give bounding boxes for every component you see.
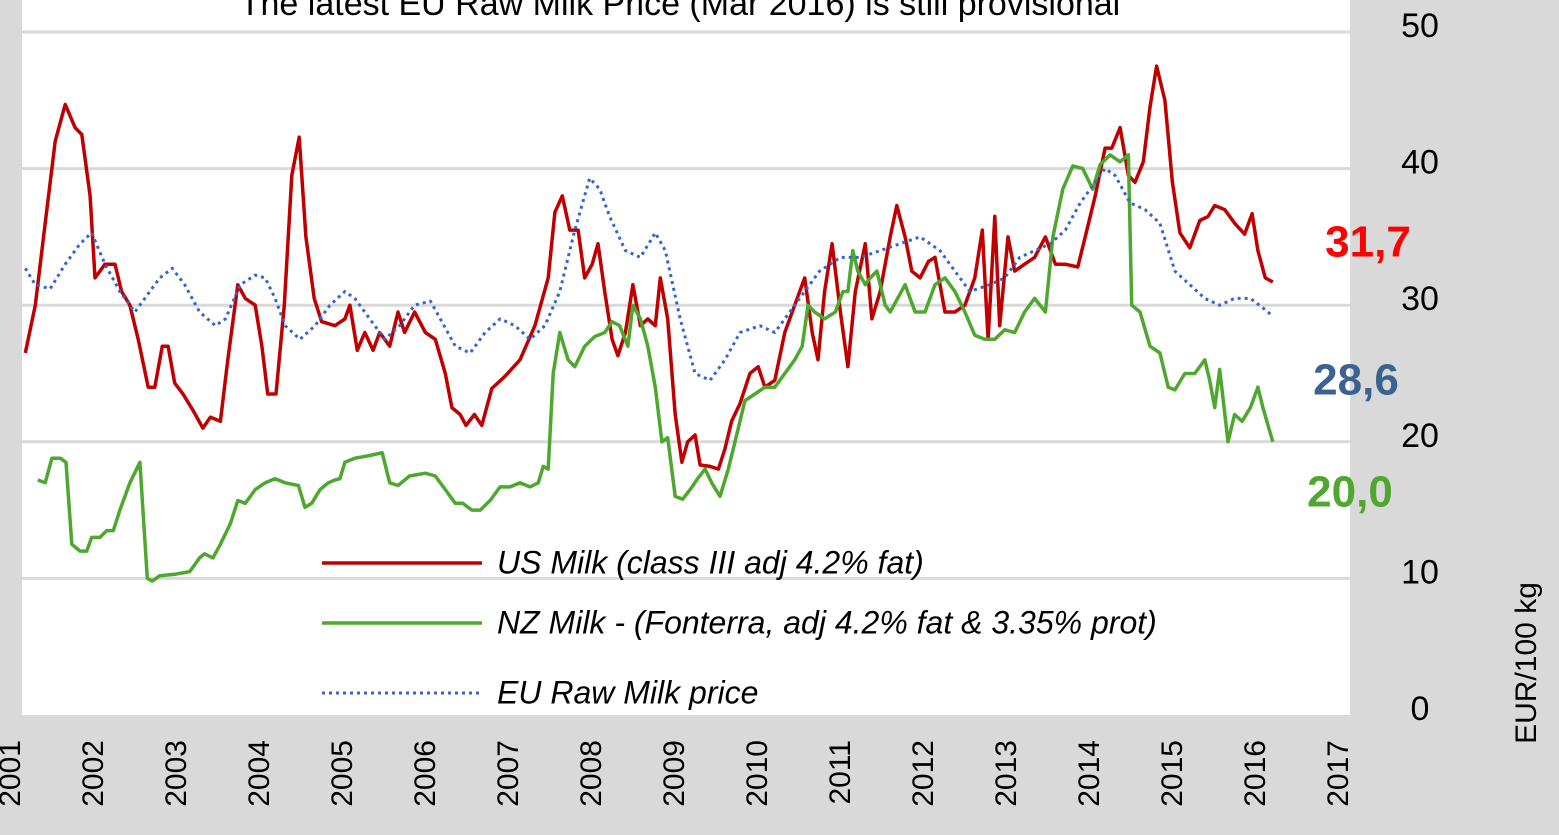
value-annotation: 28,6 <box>1313 356 1399 405</box>
x-tick-label: 2015 <box>1156 740 1189 807</box>
x-tick-label: 2017 <box>1322 740 1355 807</box>
x-tick-label: 2016 <box>1239 740 1272 807</box>
y-tick-label: 10 <box>1401 553 1439 591</box>
legend-label: EU Raw Milk price <box>497 674 758 710</box>
chart-title: The latest EU Raw Milk Price (Mar 2016) … <box>240 0 1120 23</box>
x-tick-label: 2004 <box>243 740 276 807</box>
x-tick-label: 2011 <box>824 740 857 805</box>
legend-label: US Milk (class III adj 4.2% fat) <box>497 544 924 580</box>
y-tick-label: 40 <box>1401 144 1439 182</box>
legend-label: NZ Milk - (Fonterra, adj 4.2% fat & 3.35… <box>497 604 1157 640</box>
y-tick-label: 0 <box>1411 690 1430 728</box>
x-tick-label: 2002 <box>77 740 110 807</box>
x-tick-label: 2003 <box>160 740 193 807</box>
x-tick-label: 2007 <box>492 740 525 807</box>
x-tick-label: 2001 <box>0 740 27 807</box>
x-tick-label: 2006 <box>409 740 442 807</box>
x-tick-label: 2014 <box>1073 740 1106 807</box>
y-axis-label: EUR/100 kg <box>1510 582 1543 744</box>
value-annotation: 31,7 <box>1325 218 1411 267</box>
y-tick-label: 50 <box>1401 7 1439 45</box>
y-tick-label: 20 <box>1401 417 1439 455</box>
x-tick-label: 2013 <box>990 740 1023 807</box>
series-line <box>37 153 1275 583</box>
x-tick-label: 2012 <box>907 740 940 807</box>
value-annotation: 20,0 <box>1307 468 1393 517</box>
plot-area <box>22 0 1350 715</box>
x-tick-label: 2009 <box>658 740 691 807</box>
x-tick-label: 2008 <box>575 740 608 807</box>
series-line <box>24 167 1274 382</box>
x-tick-label: 2005 <box>326 740 359 807</box>
x-tick-label: 2010 <box>741 740 774 807</box>
y-tick-label: 30 <box>1401 280 1439 318</box>
